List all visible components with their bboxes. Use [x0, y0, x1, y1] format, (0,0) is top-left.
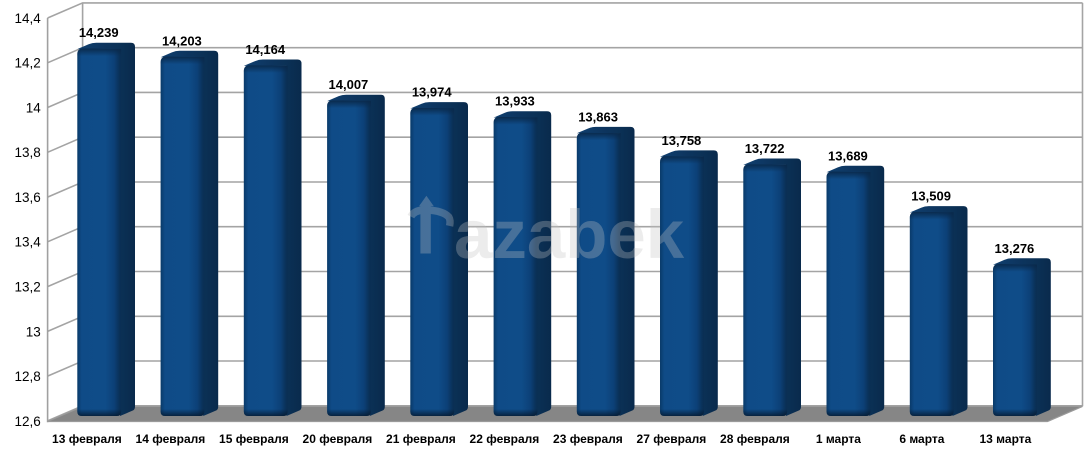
svg-text:15 февраля: 15 февраля [219, 432, 289, 446]
svg-text:13,974: 13,974 [412, 85, 453, 100]
svg-text:14,4: 14,4 [15, 11, 42, 26]
svg-text:13 февраля: 13 февраля [52, 432, 122, 446]
svg-text:14,239: 14,239 [79, 25, 119, 40]
svg-text:14,203: 14,203 [162, 33, 202, 48]
svg-text:13: 13 [26, 324, 41, 339]
svg-text:1 марта: 1 марта [816, 432, 861, 446]
svg-text:13,2: 13,2 [15, 280, 41, 295]
svg-text:13,863: 13,863 [578, 109, 618, 124]
svg-text:14,2: 14,2 [15, 56, 41, 71]
svg-text:13,276: 13,276 [995, 241, 1035, 256]
svg-text:13,509: 13,509 [911, 189, 951, 204]
svg-text:13 марта: 13 марта [980, 432, 1032, 446]
svg-text:12,6: 12,6 [15, 414, 41, 429]
svg-text:28 февраля: 28 февраля [720, 432, 790, 446]
svg-text:14: 14 [26, 100, 42, 115]
svg-text:14,007: 14,007 [329, 77, 369, 92]
svg-text:21 февраля: 21 февраля [386, 432, 456, 446]
svg-text:13,6: 13,6 [15, 190, 41, 205]
svg-text:13,758: 13,758 [662, 133, 702, 148]
svg-text:13,8: 13,8 [15, 145, 41, 160]
svg-text:22 февраля: 22 февраля [470, 432, 540, 446]
svg-text:27 февраля: 27 февраля [637, 432, 707, 446]
svg-text:14,164: 14,164 [245, 42, 286, 57]
svg-text:azabek: azabek [454, 196, 685, 273]
svg-text:13,933: 13,933 [495, 94, 535, 109]
svg-text:14 февраля: 14 февраля [136, 432, 206, 446]
svg-text:6 марта: 6 марта [899, 432, 944, 446]
svg-text:13,4: 13,4 [15, 235, 42, 250]
svg-text:13,722: 13,722 [745, 141, 785, 156]
svg-text:20 февраля: 20 февраля [303, 432, 373, 446]
svg-text:23 февраля: 23 февраля [553, 432, 623, 446]
svg-text:13,689: 13,689 [828, 148, 868, 163]
svg-text:12,8: 12,8 [15, 369, 41, 384]
